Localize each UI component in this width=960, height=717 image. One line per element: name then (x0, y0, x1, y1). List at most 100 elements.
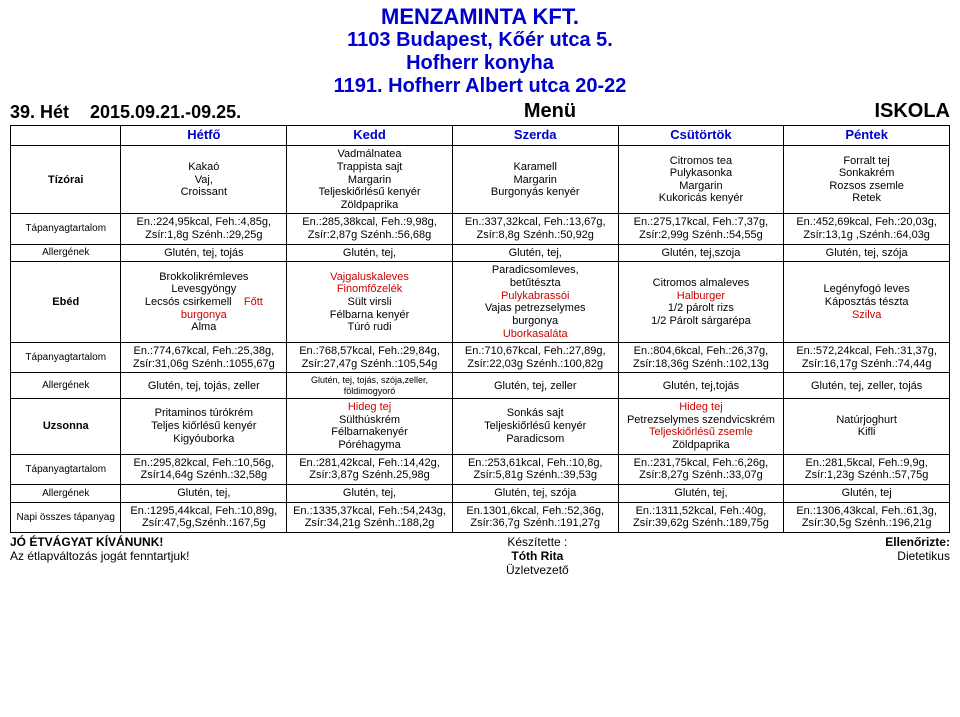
ebed-all-mon: Glutén, tej, tojás, zeller (121, 373, 287, 399)
header-fri: Péntek (784, 126, 950, 146)
uzsonna-label: Uzsonna (11, 399, 121, 455)
tizorai-all-fri: Glutén, tej, szója (784, 244, 950, 262)
tizorai-nut-fri: En.:452,69kcal, Feh.:20,03g, Zsír:13,1g … (784, 214, 950, 244)
footer-right: Ellenőrizte: Dietetikus (885, 535, 950, 577)
page-footer: JÓ ÉTVÁGYAT KÍVÁNUNK! Az étlapváltozás j… (10, 535, 950, 577)
uzsonna-nut-fri: En.:281,5kcal, Feh.:9,9g, Zsír:1,23g Szé… (784, 454, 950, 484)
header-blank (11, 126, 121, 146)
napi-fri: En.:1306,43kcal, Feh.:61,3g, Zsír:30,5g … (784, 502, 950, 532)
footer-left: JÓ ÉTVÁGYAT KÍVÁNUNK! Az étlapváltozás j… (10, 535, 189, 577)
uzsonna-thu: Hideg tejPetrezselymes szendvicskrémTelj… (618, 399, 784, 455)
uzsonna-nut-thu: En.:231,75kcal, Feh.:6,26g, Zsír:8,27g S… (618, 454, 784, 484)
footer-left-2: Az étlapváltozás jogát fenntartjuk! (10, 549, 189, 563)
tizorai-nut-tue: En.:285,38kcal, Feh.:9,98g, Zsír:2,87g S… (287, 214, 453, 244)
kitchen-name: Hofherr konyha (10, 52, 950, 75)
ebed-label: Ebéd (11, 262, 121, 343)
tizorai-mon: KakaóVaj,Croissant (121, 146, 287, 214)
footer-mid-2: Tóth Rita (506, 549, 569, 563)
uzsonna-nut-row: Tápanyagtartalom En.:295,82kcal, Feh.:10… (11, 454, 950, 484)
uzsonna-nut-mon: En.:295,82kcal, Feh.:10,56g, Zsír14,64g … (121, 454, 287, 484)
ebed-row: Ebéd BrokkolikrémlevesLevesgyöngyLecsós … (11, 262, 950, 343)
footer-mid: Készítette : Tóth Rita Üzletvezető (506, 535, 569, 577)
tizorai-thu: Citromos teaPulykasonkaMargarinKukoricás… (618, 146, 784, 214)
header-wed: Szerda (452, 126, 618, 146)
tap-label-2: Tápanyagtartalom (11, 343, 121, 373)
ebed-all-thu: Glutén, tej,tojás (618, 373, 784, 399)
tizorai-all-wed: Glutén, tej, (452, 244, 618, 262)
uzsonna-all-wed: Glutén, tej, szója (452, 485, 618, 503)
header-row: Hétfő Kedd Szerda Csütörtök Péntek (11, 126, 950, 146)
ebed-nut-fri: En.:572,24kcal, Feh.:31,37g, Zsír:16,17g… (784, 343, 950, 373)
ebed-wed: Paradicsomleves,betűtésztaPulykabrassóiV… (452, 262, 618, 343)
napi-wed: En.1301,6kcal, Feh.:52,36g, Zsír:36,7g S… (452, 502, 618, 532)
uzsonna-all-thu: Glutén, tej, (618, 485, 784, 503)
ebed-mon: BrokkolikrémlevesLevesgyöngyLecsós csirk… (121, 262, 287, 343)
napi-label: Napi összes tápanyag (11, 502, 121, 532)
tizorai-all-thu: Glutén, tej,szoja (618, 244, 784, 262)
footer-mid-1: Készítette : (506, 535, 569, 549)
tizorai-nut-thu: En.:275,17kcal, Feh.:7,37g, Zsír:2,99g S… (618, 214, 784, 244)
ebed-all-tue: Glutén, tej, tojás, szója,zeller, földim… (287, 373, 453, 399)
uzsonna-wed: Sonkás sajtTeljeskiőrlésű kenyérParadics… (452, 399, 618, 455)
napi-mon: En.:1295,44kcal, Feh.:10,89g, Zsír:47,5g… (121, 502, 287, 532)
tizorai-label: Tízórai (11, 146, 121, 214)
ebed-nut-wed: En.:710,67kcal, Feh.:27,89g, Zsír:22,03g… (452, 343, 618, 373)
header-thu: Csütörtök (618, 126, 784, 146)
tizorai-all-tue: Glutén, tej, (287, 244, 453, 262)
menu-page: MENZAMINTA KFT. 1103 Budapest, Kőér utca… (0, 0, 960, 717)
address-1: 1103 Budapest, Kőér utca 5. (10, 29, 950, 52)
tizorai-tue: VadmálnateaTrappista sajtMargarinTeljesk… (287, 146, 453, 214)
ebed-fri: Legényfogó levesKáposztás tésztaSzilva (784, 262, 950, 343)
all-label-1: Allergének (11, 244, 121, 262)
school-label: ISKOLA (820, 100, 950, 123)
uzsonna-nut-wed: En.:253,61kcal, Feh.:10,8g, Zsír:5,81g S… (452, 454, 618, 484)
ebed-tue: VajgaluskalevesFinomfőzelékSült virsliFé… (287, 262, 453, 343)
tizorai-wed: KaramellMargarinBurgonyás kenyér (452, 146, 618, 214)
uzsonna-nut-tue: En.:281,42kcal, Feh.:14,42g, Zsír:3,87g … (287, 454, 453, 484)
uzsonna-mon: Pritaminos túrókrémTeljes kiőrlésű kenyé… (121, 399, 287, 455)
footer-right-2: Dietetikus (885, 549, 950, 563)
ebed-nut-row: Tápanyagtartalom En.:774,67kcal, Feh.:25… (11, 343, 950, 373)
title-bar: 39. Hét 2015.09.21.-09.25. Menü ISKOLA (10, 100, 950, 123)
ebed-nut-mon: En.:774,67kcal, Feh.:25,38g, Zsír:31,06g… (121, 343, 287, 373)
uzsonna-all-fri: Glutén, tej (784, 485, 950, 503)
tizorai-nut-mon: En.:224,95kcal, Feh.:4,85g, Zsír:1,8g Sz… (121, 214, 287, 244)
napi-tue: En.:1335,37kcal, Feh.:54,243g, Zsír:34,2… (287, 502, 453, 532)
napi-thu: En.:1311,52kcal, Feh.:40g, Zsír:39,62g S… (618, 502, 784, 532)
header-mon: Hétfő (121, 126, 287, 146)
tizorai-row: Tízórai KakaóVaj,Croissant VadmálnateaTr… (11, 146, 950, 214)
uzsonna-all-row: Allergének Glutén, tej, Glutén, tej, Glu… (11, 485, 950, 503)
uzsonna-all-tue: Glutén, tej, (287, 485, 453, 503)
tap-label-3: Tápanyagtartalom (11, 454, 121, 484)
ebed-nut-thu: En.:804,6kcal, Feh.:26,37g, Zsír:18,36g … (618, 343, 784, 373)
header-tue: Kedd (287, 126, 453, 146)
ebed-nut-tue: En.:768,57kcal, Feh.:29,84g, Zsír:27,47g… (287, 343, 453, 373)
tizorai-nut-wed: En.:337,32kcal, Feh.:13,67g, Zsír:8,8g S… (452, 214, 618, 244)
ebed-all-row: Allergének Glutén, tej, tojás, zeller Gl… (11, 373, 950, 399)
tizorai-all-row: Allergének Glutén, tej, tojás Glutén, te… (11, 244, 950, 262)
uzsonna-fri: NatúrjoghurtKifli (784, 399, 950, 455)
uzsonna-row: Uzsonna Pritaminos túrókrémTeljes kiőrlé… (11, 399, 950, 455)
all-label-3: Allergének (11, 485, 121, 503)
ebed-all-wed: Glutén, tej, zeller (452, 373, 618, 399)
menu-table: Hétfő Kedd Szerda Csütörtök Péntek Tízór… (10, 125, 950, 533)
uzsonna-tue: Hideg tejSülthúskrémFélbarnakenyérPóréha… (287, 399, 453, 455)
address-2: 1191. Hofherr Albert utca 20-22 (10, 75, 950, 98)
napi-row: Napi összes tápanyag En.:1295,44kcal, Fe… (11, 502, 950, 532)
footer-mid-3: Üzletvezető (506, 563, 569, 577)
tap-label-1: Tápanyagtartalom (11, 214, 121, 244)
uzsonna-all-mon: Glutén, tej, (121, 485, 287, 503)
ebed-all-fri: Glutén, tej, zeller, tojás (784, 373, 950, 399)
menu-title: Menü (280, 100, 820, 123)
ebed-thu: Citromos almalevesHalburger1/2 párolt ri… (618, 262, 784, 343)
footer-right-1: Ellenőrizte: (885, 535, 950, 549)
footer-left-1: JÓ ÉTVÁGYAT KÍVÁNUNK! (10, 535, 189, 549)
tizorai-nut-row: Tápanyagtartalom En.:224,95kcal, Feh.:4,… (11, 214, 950, 244)
company-name: MENZAMINTA KFT. (10, 4, 950, 29)
week-number: 39. Hét (10, 102, 90, 123)
page-header: MENZAMINTA KFT. 1103 Budapest, Kőér utca… (10, 4, 950, 98)
tizorai-all-mon: Glutén, tej, tojás (121, 244, 287, 262)
date-range: 2015.09.21.-09.25. (90, 102, 280, 123)
tizorai-fri: Forralt tejSonkakrémRozsos zsemleRetek (784, 146, 950, 214)
all-label-2: Allergének (11, 373, 121, 399)
